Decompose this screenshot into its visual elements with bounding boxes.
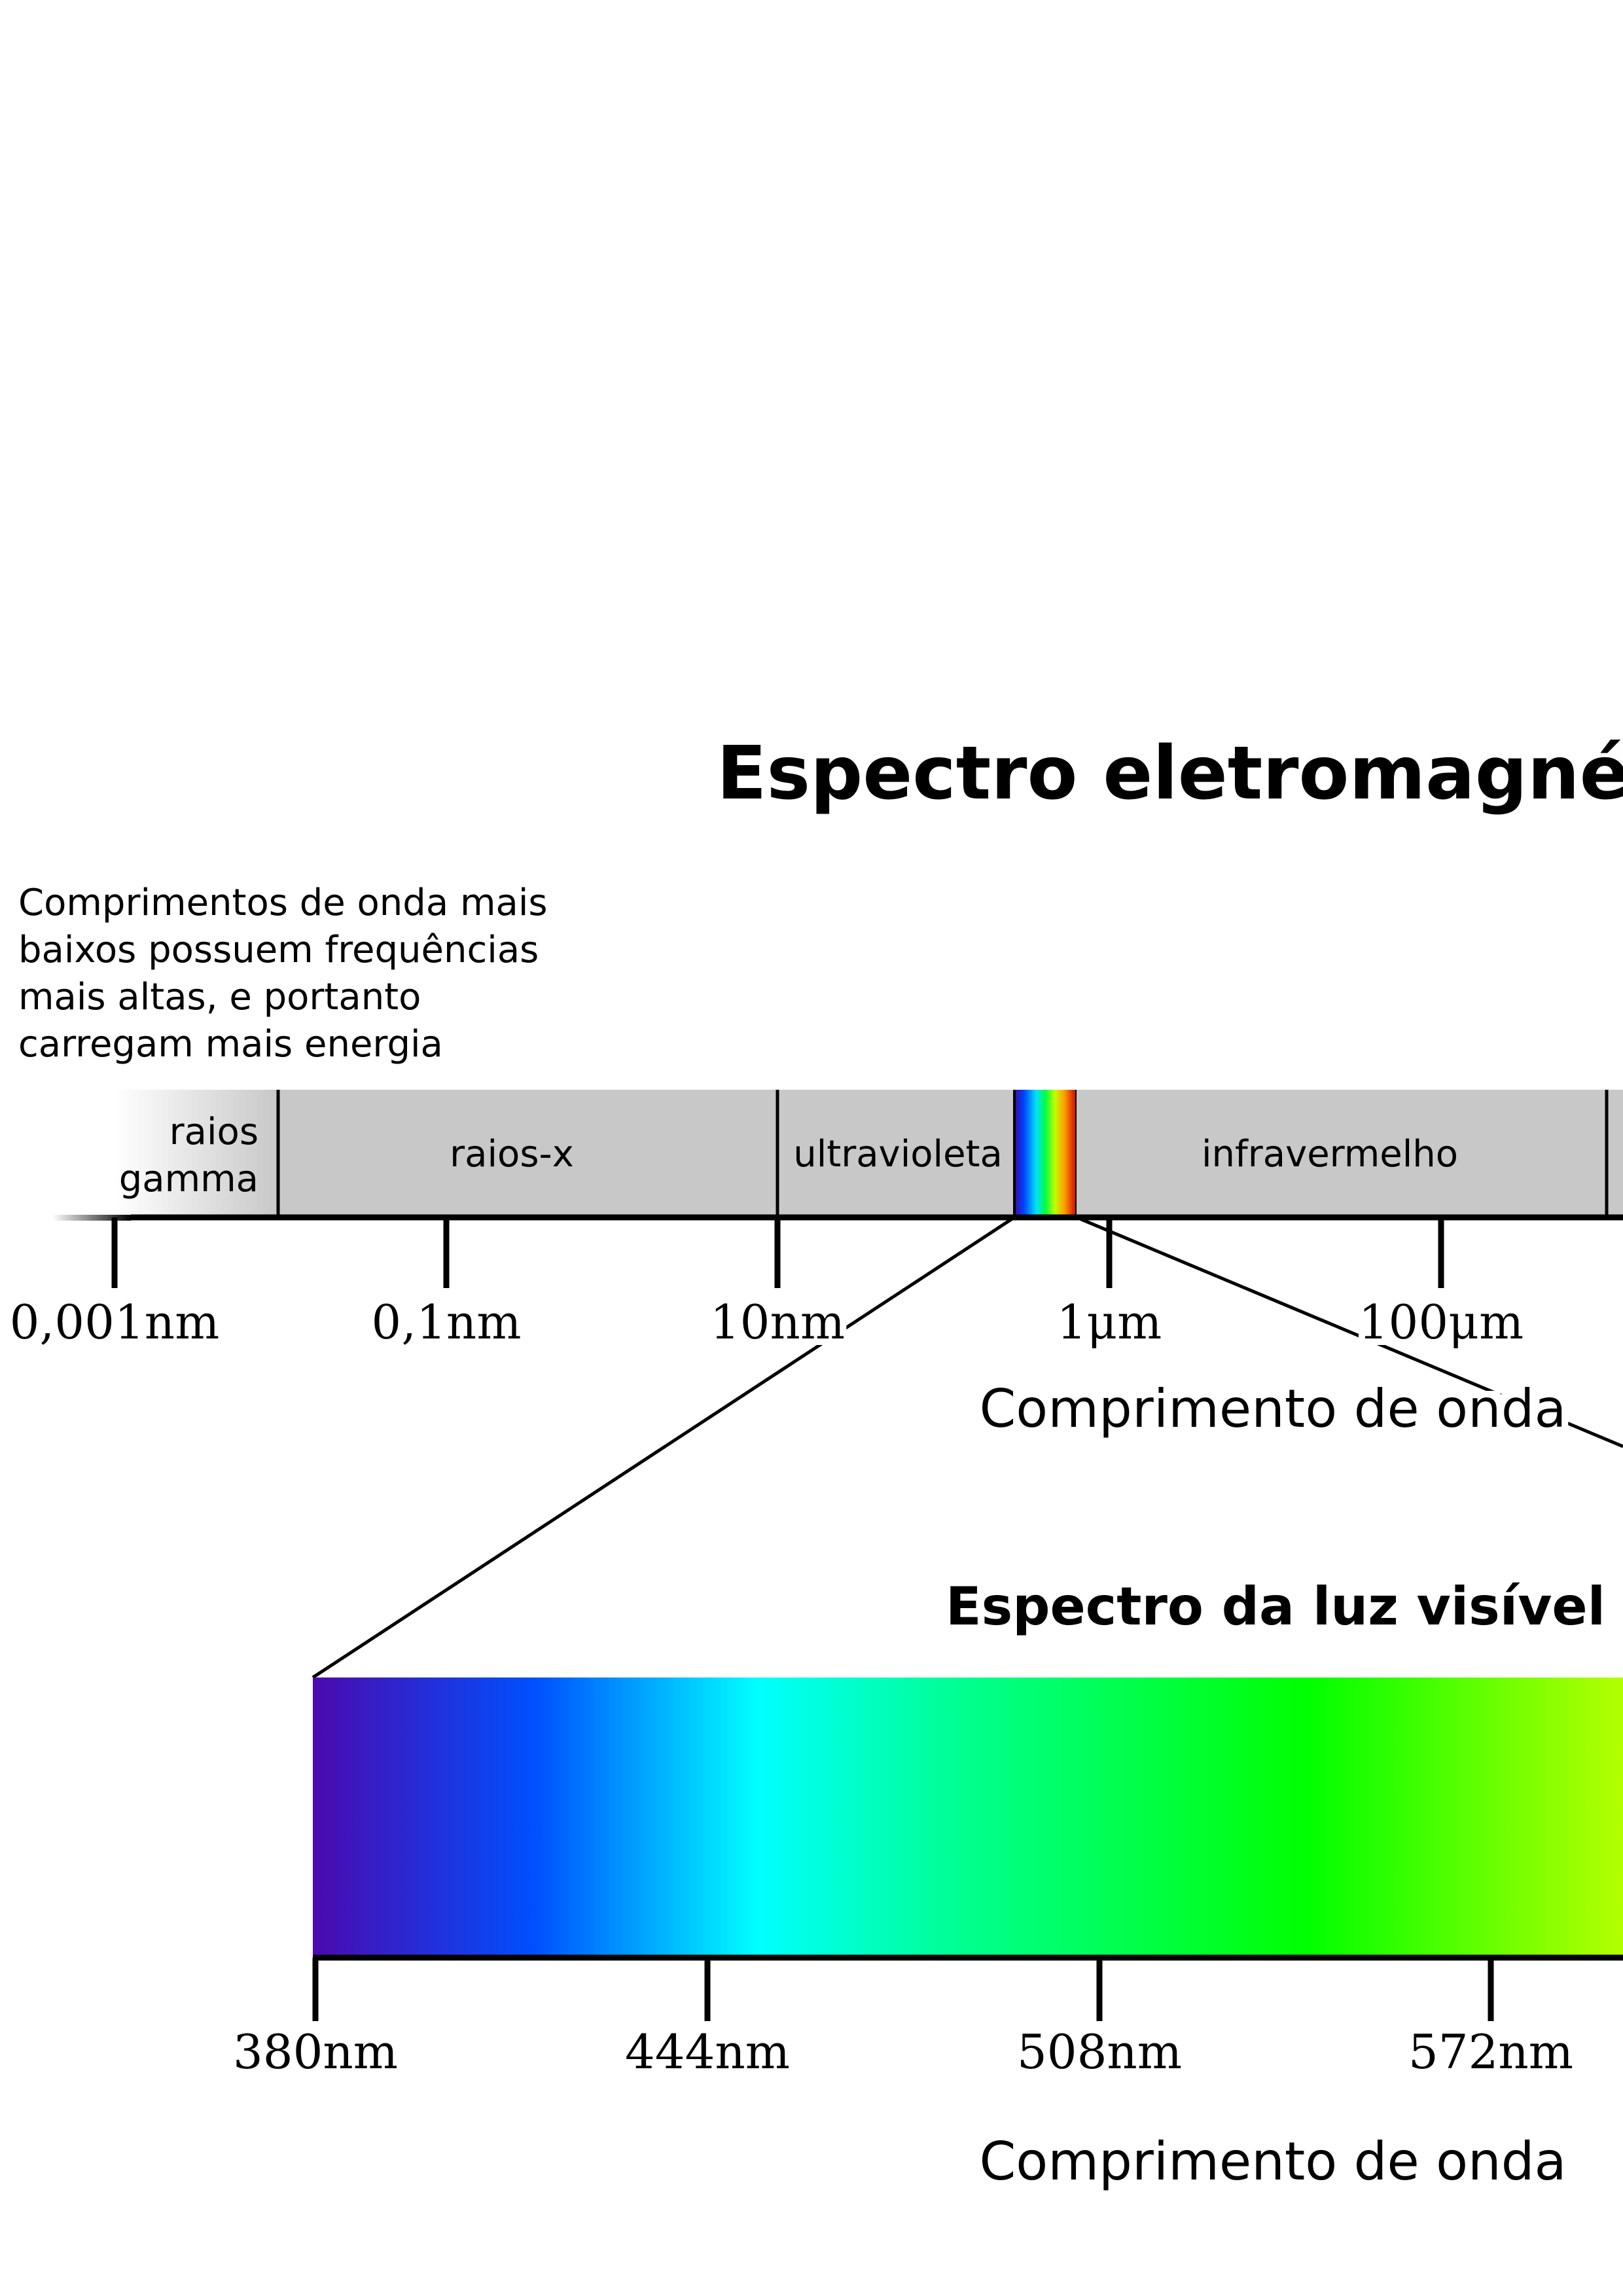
visible-mini-band bbox=[1014, 1090, 1077, 1217]
gamma-label-line-2: gamma bbox=[119, 1158, 259, 1200]
gamma-band bbox=[115, 1090, 278, 1217]
energy-note-line-1: Comprimentos de onda mais bbox=[18, 882, 548, 924]
zoom-connector-left bbox=[312, 1215, 1016, 1679]
zoom-connector-lines bbox=[312, 1215, 1623, 1679]
visible-axis-label: Comprimento de onda bbox=[979, 2131, 1566, 2192]
em-tick-labels: 0,001nm 0,1nm 10nm 1μm 100μm Comprimento… bbox=[10, 1295, 1567, 1439]
visible-spectrum-bar bbox=[313, 1677, 1623, 1958]
em-axis bbox=[52, 1214, 1623, 1288]
energy-note-line-3: mais altas, e portanto bbox=[18, 976, 421, 1018]
visible-tick-label: 508nm bbox=[1017, 2024, 1182, 2079]
microwave-band bbox=[1607, 1090, 1623, 1217]
em-axis-fade bbox=[52, 1215, 131, 1221]
uv-label: ultravioleta bbox=[793, 1133, 1003, 1175]
energy-note-line-2: baixos possuem frequências bbox=[18, 929, 539, 971]
visible-spectrum-title: Espectro da luz visível bbox=[946, 1576, 1605, 1637]
main-title: Espectro eletromagnético bbox=[717, 731, 1623, 816]
ir-label: infravermelho bbox=[1202, 1133, 1458, 1175]
gamma-label-line-1: raios bbox=[169, 1111, 259, 1153]
em-tick-label: 0,1nm bbox=[371, 1295, 521, 1350]
energy-note-line-4: carregam mais energia bbox=[18, 1023, 443, 1066]
visible-tick-label: 444nm bbox=[625, 2024, 790, 2079]
energy-note: Comprimentos de onda mais baixos possuem… bbox=[18, 882, 548, 1066]
xray-band bbox=[278, 1090, 777, 1217]
visible-tick-label: 572nm bbox=[1408, 2024, 1573, 2079]
visible-axis: 380nm 444nm 508nm 572nm bbox=[233, 1954, 1623, 2079]
em-tick-label: 0,001nm bbox=[10, 1295, 220, 1350]
visible-tick-label: 380nm bbox=[233, 2024, 398, 2079]
em-tick-label: 1μm bbox=[1057, 1295, 1162, 1350]
zoom-connector-right bbox=[1076, 1215, 1623, 1448]
em-axis-label: Comprimento de onda bbox=[979, 1378, 1566, 1439]
spectrum-band-strip: raios gamma raios-x ultravioleta infrave… bbox=[115, 1090, 1623, 1217]
uv-band bbox=[777, 1090, 1014, 1217]
em-tick-label: 10nm bbox=[710, 1295, 845, 1350]
xray-label: raios-x bbox=[450, 1133, 574, 1175]
em-tick-label: 100μm bbox=[1359, 1295, 1524, 1350]
ir-band bbox=[1077, 1090, 1607, 1217]
